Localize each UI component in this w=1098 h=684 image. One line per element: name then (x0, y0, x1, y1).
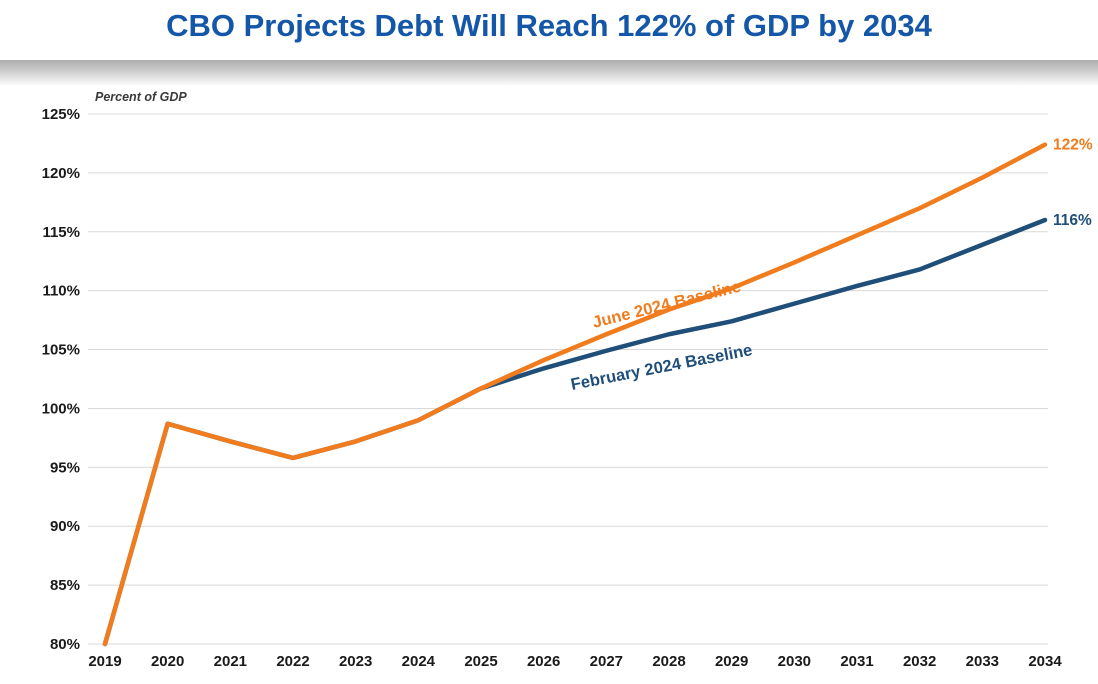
y-tick-label: 90% (50, 518, 80, 535)
x-tick-label: 2032 (903, 653, 936, 670)
y-tick-label: 125% (42, 106, 80, 123)
x-tick-label: 2026 (527, 653, 560, 670)
x-tick-label: 2030 (778, 653, 811, 670)
x-tick-label: 2024 (402, 653, 436, 670)
y-tick-label: 115% (42, 224, 80, 241)
y-axis-unit-note: Percent of GDP (95, 90, 187, 104)
series-end-label: 122% (1053, 137, 1093, 154)
x-tick-label: 2025 (464, 653, 497, 670)
x-tick-label: 2028 (652, 653, 685, 670)
y-tick-label: 85% (50, 577, 80, 594)
x-tick-label: 2022 (276, 653, 309, 670)
y-tick-label: 100% (42, 400, 80, 417)
title-divider-band (0, 60, 1098, 86)
series-end-label: 116% (1053, 212, 1092, 229)
series-inline-label: February 2024 Baseline (569, 341, 753, 394)
y-tick-label: 95% (50, 459, 80, 476)
chart-title: CBO Projects Debt Will Reach 122% of GDP… (166, 8, 932, 43)
x-tick-label: 2033 (966, 653, 999, 670)
x-tick-label: 2019 (88, 653, 121, 670)
debt-projection-line-chart: 80% 85% 90% 95% 100% 105% 110% 115% 120% 125% 2019… (42, 106, 1093, 670)
x-tick-label: 2021 (214, 653, 247, 670)
y-tick-label: 120% (42, 165, 80, 182)
series-line-february-2024 (102, 217, 1048, 647)
x-tick-label: 2023 (339, 653, 372, 670)
y-tick-label: 110% (42, 283, 80, 300)
y-tick-label: 80% (50, 636, 80, 653)
series-line-june-2024 (102, 142, 1048, 647)
y-tick-label: 105% (42, 342, 80, 359)
x-tick-label: 2027 (590, 653, 623, 670)
x-tick-label: 2034 (1028, 653, 1062, 670)
x-tick-label: 2029 (715, 653, 748, 670)
x-tick-label: 2031 (840, 653, 873, 670)
x-tick-label: 2020 (151, 653, 184, 670)
